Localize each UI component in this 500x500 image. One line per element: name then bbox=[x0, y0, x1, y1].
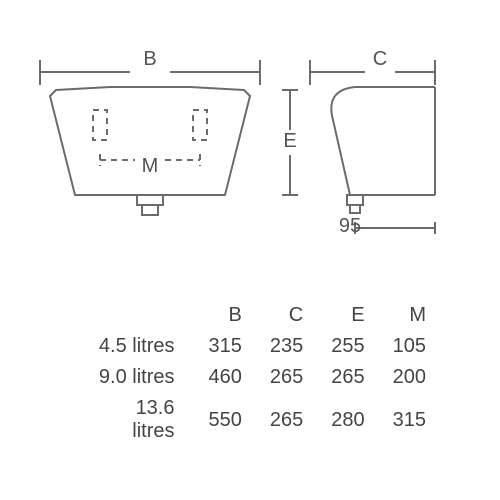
dimension-table: B C E M 4.5 litres 315 235 255 105 9.0 l… bbox=[80, 300, 440, 447]
table-row: 13.6 litres 550 265 280 315 bbox=[80, 393, 440, 447]
table-row: 4.5 litres 315 235 255 105 bbox=[80, 331, 440, 362]
row-label: 4.5 litres bbox=[80, 331, 195, 362]
col-B: B bbox=[195, 300, 256, 331]
cell: 550 bbox=[195, 393, 256, 447]
cell: 255 bbox=[317, 331, 378, 362]
spec-table: B C E M 4.5 litres 315 235 255 105 9.0 l… bbox=[80, 300, 440, 447]
cell: 315 bbox=[195, 331, 256, 362]
cell: 460 bbox=[195, 362, 256, 393]
cell: 105 bbox=[379, 331, 440, 362]
cell: 265 bbox=[256, 393, 317, 447]
cell: 265 bbox=[317, 362, 378, 393]
col-C: C bbox=[256, 300, 317, 331]
dim-label-B: B bbox=[140, 48, 160, 71]
dim-label-M: M bbox=[140, 155, 160, 178]
diagram-svg bbox=[0, 30, 500, 260]
row-label: 9.0 litres bbox=[80, 362, 195, 393]
dim-label-95: 95 bbox=[335, 215, 365, 238]
col-E: E bbox=[317, 300, 378, 331]
dim-label-C: C bbox=[370, 48, 390, 71]
dim-label-E: E bbox=[280, 130, 300, 153]
dimension-diagram: B C E M 95 bbox=[0, 30, 500, 260]
cell: 200 bbox=[379, 362, 440, 393]
row-label: 13.6 litres bbox=[80, 393, 195, 447]
table-row: 9.0 litres 460 265 265 200 bbox=[80, 362, 440, 393]
col-M: M bbox=[379, 300, 440, 331]
table-header-row: B C E M bbox=[80, 300, 440, 331]
cell: 235 bbox=[256, 331, 317, 362]
cell: 265 bbox=[256, 362, 317, 393]
cell: 315 bbox=[379, 393, 440, 447]
cell: 280 bbox=[317, 393, 378, 447]
